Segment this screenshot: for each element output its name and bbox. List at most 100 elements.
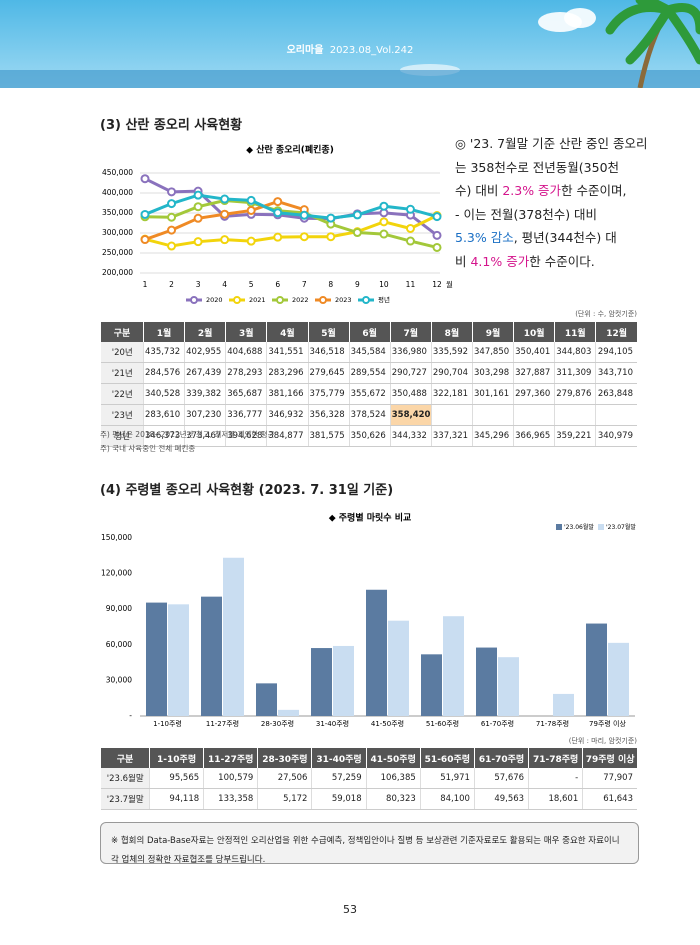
legend-label: 2020 (206, 296, 223, 304)
header-cell: 79주령 이상 (582, 748, 637, 768)
point (140, 234, 150, 244)
point (273, 208, 283, 218)
cell: 435,732 (142, 342, 185, 363)
cell: 49,563 (473, 788, 529, 810)
point (193, 237, 203, 247)
point (326, 214, 336, 224)
cell: 375,779 (307, 383, 350, 405)
cell: 27,506 (257, 768, 312, 789)
point (299, 208, 309, 218)
cell: 355,672 (348, 383, 391, 405)
cell: 378,524 (348, 404, 391, 426)
text-line: ◎ '23. 7월말 기준 산란 중인 종오리 (455, 132, 648, 156)
point (432, 212, 442, 222)
bar (421, 654, 442, 716)
point (273, 197, 283, 207)
bar (201, 596, 222, 716)
cell: 284,576 (142, 362, 185, 384)
cell: 307,230 (184, 404, 226, 426)
cell: 290,704 (430, 362, 473, 384)
cell: 283,296 (266, 362, 308, 384)
bar (586, 623, 607, 716)
text-segment: 한 수준이다. (529, 253, 595, 269)
cell: 350,626 (348, 425, 391, 447)
cell: 344,803 (554, 342, 596, 363)
cell: 350,488 (389, 383, 432, 405)
header-cell: 11월 (554, 322, 596, 342)
point (405, 204, 415, 214)
footnote: ※ 협회의 Data-Base자료는 안정적인 오리산업을 위한 수급예측, 정… (100, 822, 639, 865)
point (352, 227, 362, 237)
header-cell: 11-27주령 (203, 748, 258, 768)
bar (333, 645, 354, 716)
chart-title: ◆ 산란 종오리(폐킨종) (246, 144, 334, 156)
bar (388, 620, 409, 716)
cell (471, 404, 514, 426)
y-tick-label: 200,000 (102, 268, 133, 277)
row: '23.6월말 95,565 100,579 27,506 57,259 106,385 5… (100, 768, 637, 789)
cell: 267,439 (184, 362, 226, 384)
cell: 394,628 (225, 425, 267, 447)
point (193, 202, 203, 212)
cell: 346,932 (266, 404, 308, 426)
x-tick-label: 6 (275, 280, 280, 289)
cell: 294,105 (595, 342, 637, 363)
header-row: 구분 1-10주령 11-27주령 28-30주령 31-40주령 41-50주령 51-6… (100, 748, 637, 768)
text-segment: 4.1% 증가 (470, 253, 530, 269)
header-banner: 오리마을 2023.08_Vol.242 (0, 0, 700, 88)
point (167, 187, 177, 197)
header-cell: 구분 (100, 748, 150, 768)
table: 구분 1-10주령 11-27주령 28-30주령 31-40주령 41-50주령 51-6… (100, 748, 637, 810)
cell (595, 404, 637, 426)
point (379, 217, 389, 227)
x-tick-label: 71-78주령 (536, 720, 569, 728)
cell: '23.7월말 (100, 788, 150, 810)
header-cell: 71-78주령 (528, 748, 583, 768)
cell: 77,907 (582, 768, 637, 789)
cell: 359,221 (554, 425, 596, 447)
header-row: 구분 1월 2월 3월 4월 5월 6월 7월 8월 9월 10월 11월 12월 (100, 322, 637, 342)
text-segment: 수) 대비 (455, 183, 503, 198)
cell (513, 404, 555, 426)
point (140, 174, 150, 184)
y-tick-label: 90,000 (106, 604, 132, 613)
y-tick-label: 120,000 (101, 569, 132, 578)
cell: '21년 (100, 362, 144, 384)
unit: (단위 : 마리, 암컷기준) (568, 737, 637, 745)
cell: 84,100 (419, 788, 475, 810)
x-tick-label: 11 (406, 280, 416, 289)
header-cell: 구분 (100, 322, 144, 342)
header-cell: 10월 (513, 322, 555, 342)
cell: 356,328 (307, 404, 350, 426)
cell: 336,777 (225, 404, 267, 426)
legend-label: 2022 (292, 296, 309, 304)
cell: 289,554 (348, 362, 391, 384)
text-segment: - 이는 전월(378천수) 대비 (455, 206, 598, 222)
point (326, 232, 336, 242)
cell: 106,385 (365, 768, 421, 789)
point (167, 241, 177, 251)
cell: 133,358 (203, 788, 258, 810)
bar (311, 648, 332, 716)
cell: 311,309 (554, 362, 596, 384)
point (246, 236, 256, 246)
x-tick-label: 12 (432, 280, 442, 289)
bar (553, 693, 574, 716)
x-tick-label: 7 (302, 280, 307, 289)
chart-title: ◆ 주령별 마릿수 비교 (329, 512, 412, 524)
notes: 주) 평년은 2018~2022년간 최고, 최저를 제외한 평균 주) 국내 … (100, 428, 274, 456)
bar (608, 642, 629, 716)
header-cell: 5월 (307, 322, 350, 342)
cell: 100,579 (203, 768, 258, 789)
header-cell: 51-60주령 (419, 748, 475, 768)
y-tick-label: 400,000 (102, 188, 133, 197)
cell: 337,321 (430, 425, 473, 447)
cell: 366,965 (513, 425, 555, 447)
cell: 59,018 (311, 788, 367, 810)
cell: 297,360 (513, 383, 555, 405)
series-line (144, 214, 438, 248)
x-tick-label: 61-70주령 (481, 720, 514, 728)
cell: 301,161 (471, 383, 514, 405)
point (299, 205, 309, 215)
cell: 340,528 (142, 383, 185, 405)
